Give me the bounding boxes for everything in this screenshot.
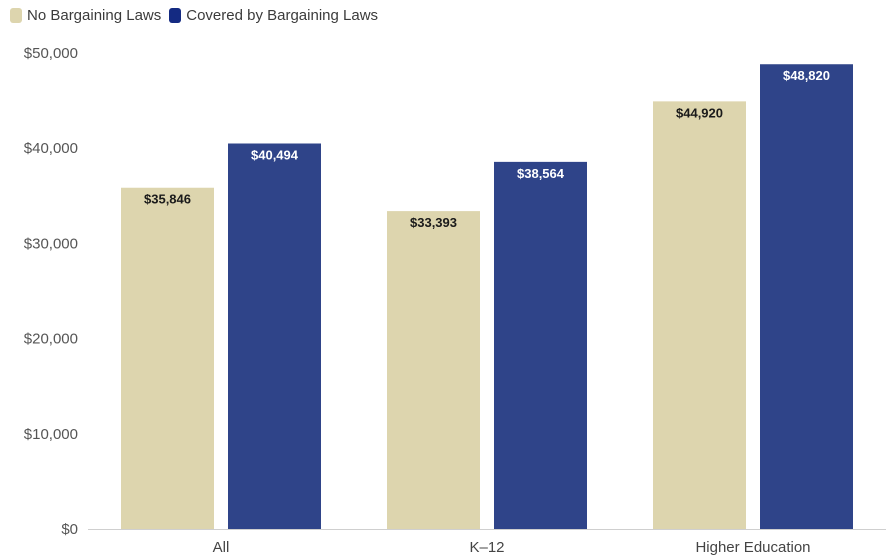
legend-swatch-no-bargaining [10, 8, 22, 23]
data-label: $44,920 [676, 105, 723, 120]
data-label: $35,846 [144, 192, 191, 207]
data-label: $48,820 [783, 68, 830, 83]
legend-swatch-covered [169, 8, 182, 23]
bar[interactable] [228, 143, 321, 529]
x-tick-label: All [213, 539, 230, 556]
y-tick-label: $50,000 [24, 45, 78, 62]
y-tick-label: $40,000 [24, 140, 78, 157]
data-label: $38,564 [517, 166, 565, 181]
y-tick-label: $0 [61, 521, 78, 538]
legend-label-covered: Covered by Bargaining Laws [186, 7, 379, 24]
y-tick-label: $20,000 [24, 331, 78, 348]
bar[interactable] [387, 211, 480, 529]
legend: No Bargaining Laws Covered by Bargaining… [10, 7, 378, 24]
legend-label-no-bargaining: No Bargaining Laws [27, 7, 162, 24]
bar[interactable] [653, 101, 746, 529]
x-tick-label: K–12 [469, 539, 504, 556]
y-tick-label: $10,000 [24, 426, 78, 443]
bar[interactable] [494, 161, 587, 529]
bar[interactable] [760, 64, 853, 530]
legend-item-covered[interactable]: Covered by Bargaining Laws [169, 7, 378, 24]
bar[interactable] [121, 187, 214, 529]
data-label: $40,494 [251, 147, 299, 162]
x-tick-label: Higher Education [695, 539, 810, 556]
y-tick-label: $30,000 [24, 235, 78, 252]
data-label: $33,393 [410, 215, 457, 230]
legend-item-no-bargaining[interactable]: No Bargaining Laws [10, 7, 161, 24]
